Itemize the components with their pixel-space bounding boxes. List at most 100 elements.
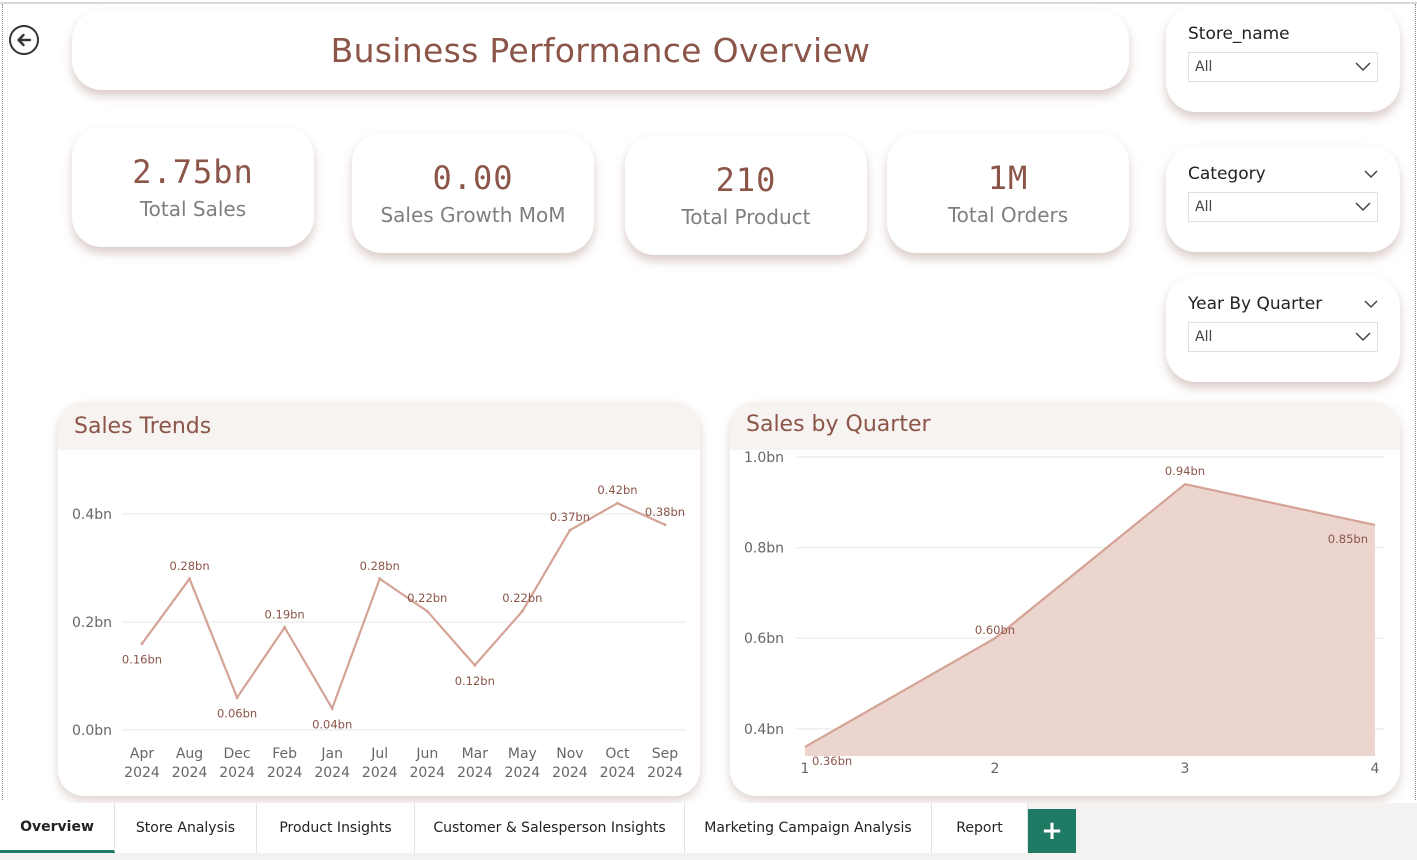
- kpi-value: 2.75bn: [132, 153, 254, 191]
- y-tick-label: 0.4bn: [72, 507, 112, 523]
- y-tick-label: 1.0bn: [744, 450, 784, 466]
- x-tick-label: 2024: [600, 765, 636, 781]
- data-label: 0.16bn: [122, 653, 162, 667]
- x-tick-label: 2024: [457, 765, 493, 781]
- x-tick-label: Feb: [272, 746, 297, 762]
- kpi-value: 1M: [987, 159, 1029, 197]
- kpi-value: 210: [715, 161, 777, 199]
- x-tick-label: 2024: [552, 765, 588, 781]
- tab-label: Product Insights: [279, 820, 392, 836]
- data-label: 0.22bn: [407, 591, 447, 605]
- chevron-down-icon: [1355, 62, 1371, 72]
- data-label: 0.28bn: [169, 559, 209, 573]
- chart-header: [730, 402, 1400, 450]
- add-page-button[interactable]: +: [1028, 809, 1076, 853]
- kpi-total-sales: 2.75bn Total Sales: [72, 127, 314, 247]
- x-tick-label: Jun: [415, 746, 438, 762]
- data-point: [188, 577, 192, 581]
- plus-icon: +: [1041, 816, 1063, 846]
- slicer-year-by-quarter: Year By Quarter All: [1166, 276, 1400, 382]
- tab-report[interactable]: Report: [932, 803, 1028, 853]
- page-title: Business Performance Overview: [330, 30, 871, 70]
- x-tick-label: Sep: [652, 746, 679, 762]
- kpi-label: Sales Growth MoM: [380, 203, 566, 227]
- data-point: [140, 642, 144, 646]
- y-tick-label: 0.0bn: [72, 723, 112, 739]
- data-label: 0.04bn: [312, 717, 352, 731]
- data-label: 0.94bn: [1165, 464, 1205, 478]
- tab-product-insights[interactable]: Product Insights: [257, 803, 415, 853]
- data-point: [235, 696, 239, 700]
- sales-trends-chart[interactable]: 0.0bn 0.2bn 0.4bn 0.16bn Apr 2024 0.28bn Aug 202…: [58, 402, 700, 796]
- data-point: [520, 609, 524, 613]
- x-tick-label: 2024: [647, 765, 683, 781]
- x-tick-label: 2024: [409, 765, 445, 781]
- data-label: 0.37bn: [550, 510, 590, 524]
- dropdown-value: All: [1195, 199, 1213, 215]
- tab-label: Marketing Campaign Analysis: [704, 820, 912, 836]
- data-point: [473, 663, 477, 667]
- data-label: 0.38bn: [645, 505, 685, 519]
- page-tabs: Overview Store Analysis Product Insights…: [0, 803, 1417, 860]
- data-label: 0.60bn: [975, 623, 1015, 637]
- chevron-down-icon: [1355, 202, 1371, 212]
- slicer-category: Category All: [1166, 146, 1400, 252]
- tab-customer-salesperson-insights[interactable]: Customer & Salesperson Insights: [415, 803, 685, 853]
- x-tick-label: 2024: [314, 765, 350, 781]
- x-tick-label: 2024: [362, 765, 398, 781]
- data-label: 0.06bn: [217, 707, 257, 721]
- tab-store-analysis[interactable]: Store Analysis: [115, 803, 257, 853]
- x-tick-label: Jul: [370, 746, 388, 762]
- y-tick-label: 0.8bn: [744, 541, 784, 557]
- back-button[interactable]: [9, 25, 39, 55]
- tab-label: Report: [956, 820, 1003, 836]
- category-dropdown[interactable]: All: [1188, 192, 1378, 222]
- x-tick-label: 2024: [219, 765, 255, 781]
- kpi-total-orders: 1M Total Orders: [887, 133, 1129, 253]
- data-point: [283, 625, 287, 629]
- tab-label: Overview: [20, 818, 94, 835]
- chevron-down-icon[interactable]: [1364, 299, 1378, 309]
- store-name-dropdown[interactable]: All: [1188, 52, 1378, 82]
- data-point: [330, 706, 334, 710]
- x-tick-label: 2024: [505, 765, 541, 781]
- data-label: 0.42bn: [597, 483, 637, 497]
- year-by-quarter-dropdown[interactable]: All: [1188, 322, 1378, 352]
- report-canvas: [2, 4, 1416, 800]
- x-tick-label: Apr: [130, 746, 154, 762]
- data-label: 0.12bn: [455, 674, 495, 688]
- data-label: 0.36bn: [812, 754, 852, 768]
- x-tick-label: Jan: [320, 746, 343, 762]
- tab-label: Store Analysis: [135, 820, 236, 836]
- kpi-total-product: 210 Total Product: [625, 135, 867, 255]
- kpi-value: 0.00: [432, 159, 514, 197]
- x-tick-label: 2024: [267, 765, 303, 781]
- x-tick-label: Oct: [605, 746, 630, 762]
- data-point: [615, 501, 619, 505]
- x-tick-label: Dec: [224, 746, 251, 762]
- chart-title: Sales by Quarter: [746, 412, 931, 437]
- x-tick-label: 4: [1371, 761, 1380, 777]
- slicer-store-name: Store_name All: [1166, 6, 1400, 112]
- tab-overview[interactable]: Overview: [0, 803, 115, 853]
- series-area: [805, 484, 1375, 756]
- data-point: [378, 577, 382, 581]
- chart-header: [58, 402, 700, 450]
- kpi-sales-growth: 0.00 Sales Growth MoM: [352, 133, 594, 253]
- kpi-label: Total Orders: [947, 203, 1069, 227]
- y-tick-label: 0.2bn: [72, 615, 112, 631]
- slicer-label: Year By Quarter: [1188, 294, 1323, 314]
- sales-trends-card: Sales Trends 0.0bn 0.2bn 0.4bn 0.16bn Apr 202…: [58, 402, 700, 796]
- chart-title: Sales Trends: [74, 414, 212, 439]
- x-tick-label: Nov: [556, 746, 583, 762]
- x-tick-label: Aug: [176, 746, 203, 762]
- x-tick-label: 3: [1181, 761, 1190, 777]
- y-tick-label: 0.6bn: [744, 631, 784, 647]
- tab-marketing-campaign-analysis[interactable]: Marketing Campaign Analysis: [685, 803, 932, 853]
- chevron-down-icon[interactable]: [1364, 169, 1378, 179]
- data-point: [568, 528, 572, 532]
- slicer-label: Store_name: [1188, 24, 1290, 44]
- data-label: 0.19bn: [265, 607, 305, 621]
- x-tick-label: 2024: [172, 765, 208, 781]
